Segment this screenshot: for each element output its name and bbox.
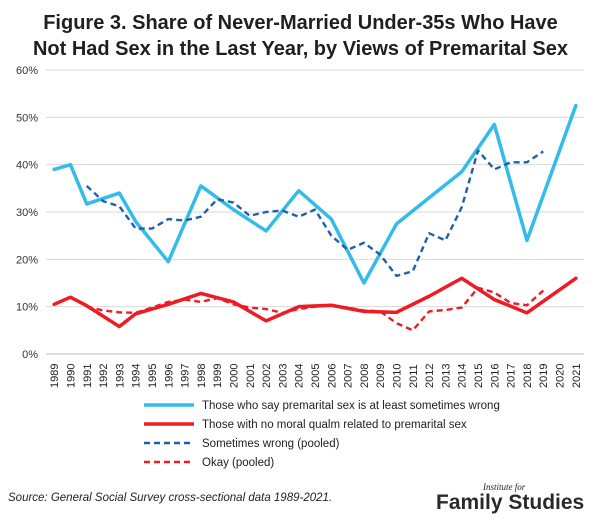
x-tick-label: 1999	[212, 364, 224, 388]
x-tick-label: 1991	[82, 364, 94, 388]
x-tick-label: 1996	[163, 364, 175, 388]
series-line-2	[52, 276, 578, 329]
gridlines	[46, 69, 584, 355]
x-tick-label: 2007	[343, 364, 355, 388]
x-tick-label: 2009	[375, 364, 387, 388]
x-tick-label: 1990	[65, 364, 77, 388]
series-lines	[52, 103, 578, 332]
x-tick-label: 2008	[359, 364, 371, 388]
x-tick-label: 2000	[228, 364, 240, 388]
logo-big-text: Family Studies	[436, 491, 585, 514]
x-tick-label: 2012	[424, 364, 436, 388]
legend-label: Sometimes wrong (pooled)	[202, 438, 340, 450]
x-tick-label: 2006	[326, 364, 338, 388]
source-note: Source: General Social Survey cross-sect…	[8, 492, 333, 504]
y-tick-label: 60%	[16, 65, 38, 77]
legend-label: Okay (pooled)	[202, 457, 274, 469]
x-tick-label: 1995	[147, 364, 159, 388]
y-tick-label: 10%	[16, 302, 38, 314]
x-tick-label: 1997	[180, 364, 192, 388]
legend: Those who say premarital sex is at least…	[144, 400, 500, 469]
chart-title-line-2: Not Had Sex in the Last Year, by Views o…	[32, 38, 569, 60]
y-axis-ticks: 0% 10% 20% 30% 40% 50% 60%	[16, 65, 38, 361]
x-tick-label: 2011	[408, 364, 420, 388]
y-tick-label: 30%	[16, 207, 38, 219]
y-tick-label: 0%	[22, 349, 38, 361]
series-line-3	[85, 149, 544, 278]
x-tick-label: 1993	[114, 364, 126, 388]
x-tick-label: 1989	[49, 364, 61, 388]
y-tick-label: 20%	[16, 254, 38, 266]
x-tick-label: 1998	[196, 364, 208, 388]
x-tick-label: 2017	[506, 364, 518, 388]
x-tick-label: 2004	[294, 364, 306, 388]
x-tick-label: 2003	[277, 364, 289, 388]
x-tick-label: 2005	[310, 364, 322, 388]
series-line-4	[86, 286, 545, 332]
y-tick-label: 40%	[16, 160, 38, 172]
series-line-1	[52, 103, 578, 285]
legend-label: Those who say premarital sex is at least…	[202, 400, 500, 412]
x-tick-label: 2019	[538, 364, 550, 388]
ifs-logo: Institute for Family Studies	[436, 482, 596, 522]
x-tick-label: 1994	[131, 364, 143, 388]
x-tick-label: 2013	[440, 364, 452, 388]
x-tick-label: 2010	[392, 364, 404, 388]
logo-small-text: Institute for	[483, 482, 526, 492]
x-tick-label: 2021	[571, 364, 583, 388]
x-tick-label: 2020	[555, 364, 567, 388]
x-tick-label: 2014	[457, 364, 469, 388]
y-tick-label: 50%	[16, 112, 38, 124]
chart-title-line-1: Figure 3. Share of Never-Married Under-3…	[43, 12, 558, 34]
x-tick-label: 2018	[522, 364, 534, 388]
x-tick-label: 2002	[261, 364, 273, 388]
x-tick-label: 2015	[473, 364, 485, 388]
x-tick-label: 2016	[489, 364, 501, 388]
x-tick-label: 1992	[98, 364, 110, 388]
x-tick-label: 2001	[245, 364, 257, 388]
x-axis-ticks: 1989 1990 1991 1992 1993 1994 1995 1996 1997 1998…	[49, 364, 583, 388]
legend-label: Those with no moral qualm related to pre…	[202, 419, 467, 431]
